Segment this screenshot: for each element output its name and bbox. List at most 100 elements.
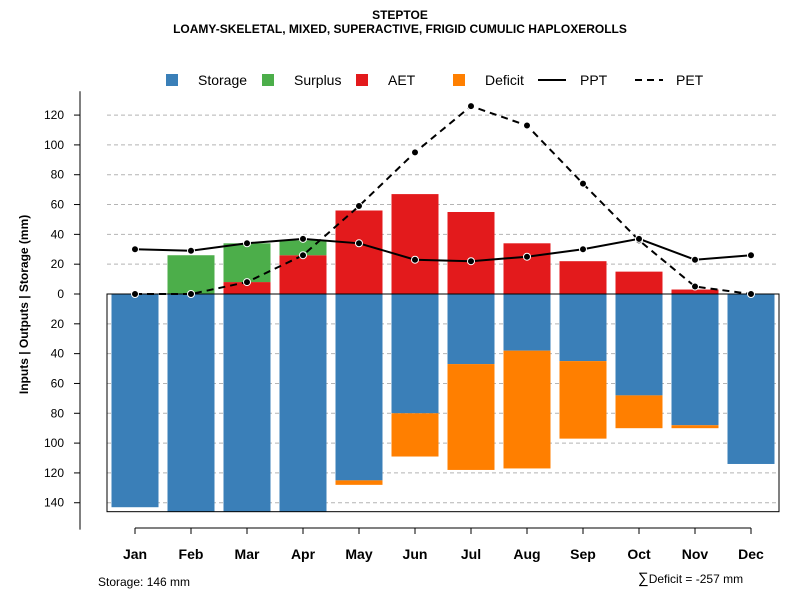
legend-label-aet: AET bbox=[388, 72, 416, 88]
bar-storage-apr bbox=[279, 294, 327, 512]
bar-surplus-mar bbox=[223, 243, 271, 283]
point-pet-apr bbox=[299, 251, 307, 260]
point-ppt-aug bbox=[523, 252, 531, 261]
point-ppt-nov bbox=[691, 255, 699, 264]
line-pet bbox=[135, 105, 752, 295]
bar-deficit-jun bbox=[391, 413, 439, 457]
bar-storage-mar bbox=[223, 294, 271, 512]
legend-label-ppt: PPT bbox=[580, 72, 608, 88]
bar-storage-oct bbox=[615, 294, 663, 396]
bar-storage-sep bbox=[559, 294, 607, 362]
legend-swatch-surplus bbox=[262, 74, 274, 86]
y-tick-label-9: 40 bbox=[51, 227, 65, 241]
bar-aet-sep bbox=[559, 261, 607, 294]
legend-swatch-aet bbox=[356, 74, 368, 86]
legend-label-pet: PET bbox=[676, 72, 704, 88]
point-ppt-apr bbox=[299, 234, 307, 243]
bar-aet-jun bbox=[391, 194, 439, 294]
storage-footnote: Storage: 146 mm bbox=[98, 575, 191, 589]
x-tick-label-nov: Nov bbox=[682, 546, 709, 562]
y-tick-label-0: 140 bbox=[44, 496, 64, 510]
point-pet-jul bbox=[467, 102, 475, 111]
y-tick-label-3: 80 bbox=[51, 406, 65, 420]
x-tick-label-dec: Dec bbox=[738, 546, 764, 562]
point-pet-dec bbox=[747, 290, 755, 298]
bar-aet-jul bbox=[447, 211, 495, 294]
y-tick-label-6: 20 bbox=[51, 317, 65, 331]
bar-storage-nov bbox=[671, 294, 719, 426]
point-pet-jun bbox=[411, 148, 419, 157]
x-tick-label-feb: Feb bbox=[179, 546, 204, 562]
x-tick-label-aug: Aug bbox=[513, 546, 540, 562]
bar-aet-may bbox=[335, 210, 383, 294]
x-tick-label-jul: Jul bbox=[461, 546, 481, 562]
bar-deficit-jul bbox=[447, 364, 495, 470]
point-ppt-mar bbox=[243, 239, 251, 248]
bar-storage-aug bbox=[503, 294, 551, 351]
legend-label-storage: Storage bbox=[198, 72, 247, 88]
bar-surplus-apr bbox=[279, 240, 327, 256]
point-pet-aug bbox=[523, 121, 531, 130]
legend-label-deficit: Deficit bbox=[485, 72, 524, 88]
point-pet-sep bbox=[579, 179, 587, 188]
point-ppt-sep bbox=[579, 245, 587, 254]
legend-swatch-storage bbox=[166, 74, 178, 86]
bar-storage-jul bbox=[447, 294, 495, 365]
bar-aet-oct bbox=[615, 271, 663, 294]
y-tick-label-8: 20 bbox=[51, 257, 65, 271]
legend-label-surplus: Surplus bbox=[294, 72, 341, 88]
x-tick-label-sep: Sep bbox=[570, 546, 596, 562]
y-tick-label-10: 60 bbox=[51, 198, 65, 212]
bar-storage-jun bbox=[391, 294, 439, 414]
bar-surplus-feb bbox=[167, 255, 215, 294]
y-tick-label-5: 40 bbox=[51, 347, 65, 361]
point-pet-jan bbox=[131, 290, 139, 298]
point-pet-mar bbox=[243, 278, 251, 287]
x-tick-label-may: May bbox=[345, 546, 372, 562]
point-ppt-feb bbox=[187, 246, 195, 255]
y-tick-label-13: 120 bbox=[44, 108, 64, 122]
y-tick-label-7: 0 bbox=[57, 287, 64, 301]
x-tick-label-apr: Apr bbox=[291, 546, 316, 562]
point-pet-may bbox=[355, 202, 363, 211]
x-tick-label-jan: Jan bbox=[123, 546, 147, 562]
bar-storage-feb bbox=[167, 294, 215, 512]
point-ppt-dec bbox=[747, 251, 755, 260]
chart-title-line2: LOAMY-SKELETAL, MIXED, SUPERACTIVE, FRIG… bbox=[173, 22, 627, 36]
y-tick-label-1: 120 bbox=[44, 466, 64, 480]
bar-aet-apr bbox=[279, 255, 327, 294]
point-pet-nov bbox=[691, 282, 699, 291]
bar-aet-aug bbox=[503, 243, 551, 294]
bar-storage-may bbox=[335, 294, 383, 481]
sum-symbol: ∑ bbox=[638, 570, 649, 587]
x-tick-label-mar: Mar bbox=[235, 546, 260, 562]
bar-storage-dec bbox=[727, 294, 775, 464]
bar-deficit-aug bbox=[503, 350, 551, 469]
point-ppt-jan bbox=[131, 245, 139, 254]
bar-storage-jan bbox=[111, 294, 159, 508]
x-tick-label-oct: Oct bbox=[627, 546, 651, 562]
line-ppt bbox=[134, 237, 752, 263]
chart-title: STEPTOE LOAMY-SKELETAL, MIXED, SUPERACTI… bbox=[0, 8, 800, 36]
bar-deficit-nov bbox=[671, 425, 719, 429]
bar-aet-nov bbox=[671, 289, 719, 294]
bar-deficit-may bbox=[335, 480, 383, 485]
x-tick-label-jun: Jun bbox=[403, 546, 428, 562]
y-tick-label-12: 100 bbox=[44, 138, 64, 152]
bar-deficit-sep bbox=[559, 361, 607, 439]
point-ppt-jun bbox=[411, 255, 419, 264]
y-tick-label-4: 60 bbox=[51, 376, 65, 390]
bar-aet-mar bbox=[223, 282, 271, 294]
y-tick-label-11: 80 bbox=[51, 168, 65, 182]
lower-box bbox=[106, 293, 780, 513]
bar-deficit-oct bbox=[615, 395, 663, 429]
point-pet-feb bbox=[187, 290, 195, 298]
deficit-footnote: ∑Deficit = -257 mm bbox=[638, 570, 743, 587]
legend-swatch-deficit bbox=[453, 74, 465, 86]
chart-title-line1: STEPTOE bbox=[372, 8, 428, 22]
y-axis-label: Inputs | Outputs | Storage (mm) bbox=[17, 215, 31, 394]
deficit-total: Deficit = -257 mm bbox=[648, 572, 744, 586]
point-ppt-jul bbox=[467, 257, 475, 266]
point-ppt-may bbox=[355, 239, 363, 248]
